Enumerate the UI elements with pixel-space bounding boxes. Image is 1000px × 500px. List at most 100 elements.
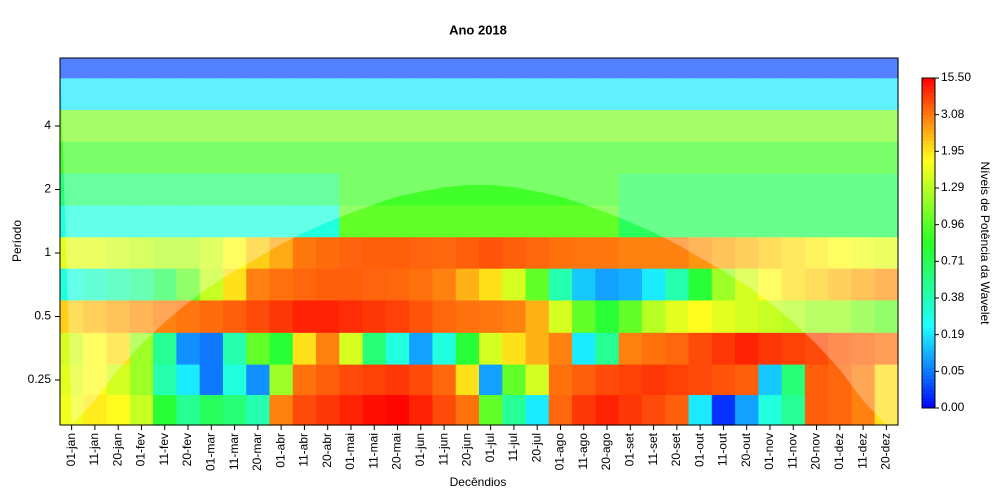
heatmap-cell <box>269 110 294 143</box>
heatmap-cell <box>246 205 271 238</box>
heatmap-cell <box>316 395 340 426</box>
heatmap-cell <box>758 110 783 143</box>
heatmap-cell <box>129 173 154 207</box>
heatmap-cell <box>618 78 643 111</box>
colorbar-step <box>922 323 935 328</box>
heatmap-cell <box>455 268 480 302</box>
heatmap-cell <box>572 364 596 396</box>
heatmap-cell <box>222 141 247 175</box>
heatmap-cell <box>129 58 154 79</box>
heatmap-cell <box>292 173 317 207</box>
x-tick-label: 11-jul <box>506 433 520 461</box>
heatmap-cell <box>106 78 131 111</box>
heatmap-cell <box>409 78 434 111</box>
heatmap-cell <box>851 268 876 302</box>
heatmap-cell <box>735 300 759 334</box>
heatmap-cell <box>595 395 620 426</box>
heatmap-cell <box>222 332 247 366</box>
x-tick-label: 20-jan <box>110 433 124 466</box>
x-tick-label: 11-mai <box>366 433 380 469</box>
heatmap-cell <box>525 205 550 238</box>
heatmap-cell <box>269 395 294 426</box>
heatmap-cell <box>153 173 177 207</box>
heatmap-cell <box>83 110 108 143</box>
heatmap-cell <box>106 364 131 396</box>
heatmap-cell <box>60 58 84 79</box>
heatmap-cell <box>60 173 84 207</box>
heatmap-cell <box>106 58 131 79</box>
heatmap-cell <box>316 332 340 366</box>
heatmap-cell <box>572 205 596 238</box>
heatmap-cell <box>572 173 596 207</box>
heatmap-cell <box>595 78 620 111</box>
colorbar-step <box>922 356 935 361</box>
heatmap-cell <box>479 332 503 366</box>
colorbar-step <box>922 188 935 193</box>
heatmap-cell <box>339 395 364 426</box>
heatmap-cell <box>339 110 364 143</box>
heatmap-cell <box>432 332 457 366</box>
colorbar-step <box>922 243 935 248</box>
heatmap-cell <box>479 173 503 207</box>
heatmap-cell <box>222 268 247 302</box>
heatmap-cell <box>641 110 666 143</box>
colorbar-step <box>922 111 935 116</box>
heatmap-cell <box>735 141 759 175</box>
x-tick-label: 01-jul <box>483 433 497 462</box>
heatmap-cell <box>804 364 829 396</box>
x-tick-label: 01-set <box>622 432 636 466</box>
colorbar-step <box>922 177 935 182</box>
heatmap-cell <box>758 332 783 366</box>
heatmap-cell <box>828 268 853 302</box>
colorbar-step <box>922 166 935 171</box>
heatmap-cell <box>176 58 201 79</box>
colorbar-step <box>922 221 935 226</box>
heatmap-cell <box>665 395 690 426</box>
heatmap-cell <box>362 205 387 238</box>
colorbar-step <box>922 305 935 310</box>
heatmap-cell <box>246 237 271 270</box>
heatmap-cell <box>851 395 876 426</box>
heatmap-cell <box>502 395 527 426</box>
x-tick-label: 20-ago <box>599 433 613 471</box>
heatmap-cell <box>106 332 131 366</box>
heatmap-cell <box>60 141 84 175</box>
heatmap-cell <box>595 110 620 143</box>
heatmap-cell <box>83 78 108 111</box>
heatmap-cell <box>781 364 806 396</box>
heatmap-cell <box>199 395 224 426</box>
heatmap-cell <box>455 205 480 238</box>
heatmap-cell <box>548 58 573 79</box>
colorbar-step <box>922 162 935 167</box>
heatmap-cell <box>129 300 154 334</box>
heatmap-cell <box>153 205 177 238</box>
heatmap-cell <box>618 58 643 79</box>
heatmap-cell <box>688 173 713 207</box>
cone-of-influence <box>60 58 898 425</box>
heatmap-cell <box>688 110 713 143</box>
heatmap-cell <box>316 205 340 238</box>
heatmap-cell <box>735 173 759 207</box>
heatmap-cell <box>572 78 596 111</box>
heatmap-cell <box>479 205 503 238</box>
heatmap-cell <box>362 58 387 79</box>
heatmap-cell <box>781 110 806 143</box>
heatmap-cell <box>572 332 596 366</box>
heatmap-cell <box>129 364 154 396</box>
x-tick-label: 20-set <box>669 432 683 466</box>
axes: 4 2 1 0.5 0.25 01-jan 11-jan 20-jan 01-fev 11-fev… <box>28 57 971 471</box>
heatmap-cell <box>548 332 573 366</box>
heatmap-cell <box>316 173 340 207</box>
x-tick-label: 11-mar <box>227 433 241 470</box>
heatmap-cell <box>199 173 224 207</box>
heatmap-cell <box>176 268 201 302</box>
heatmap-cell <box>874 173 899 207</box>
heatmap-cell <box>339 173 364 207</box>
heatmap-cell <box>316 141 340 175</box>
colorbar-step <box>922 118 935 123</box>
heatmap-cell <box>665 58 690 79</box>
heatmap-cell <box>292 110 317 143</box>
heatmap-cell <box>804 141 829 175</box>
heatmap-cell <box>479 141 503 175</box>
heatmap-cell <box>385 364 410 396</box>
